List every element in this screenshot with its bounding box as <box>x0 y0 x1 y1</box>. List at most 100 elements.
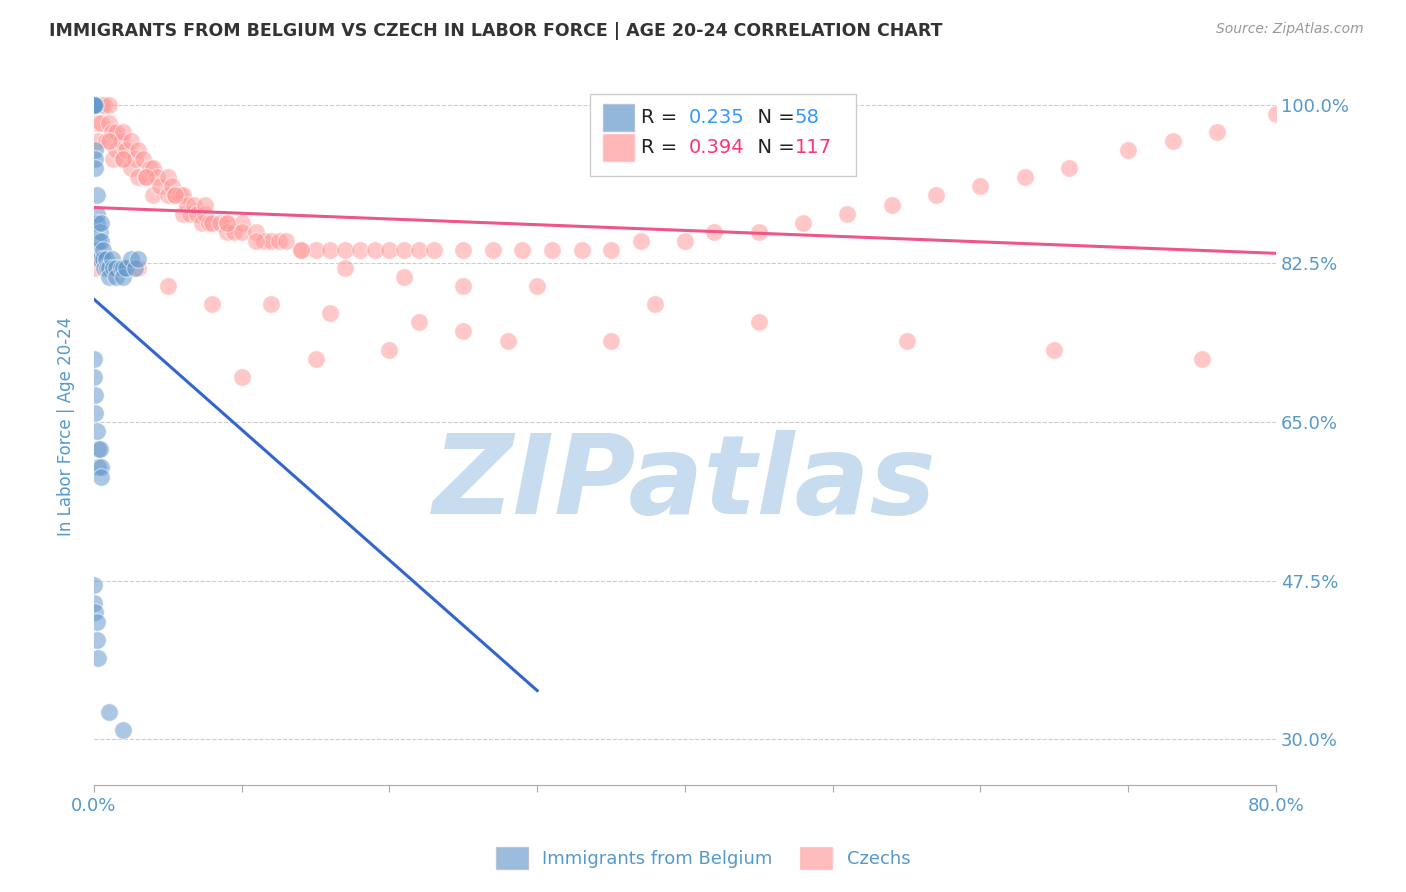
Point <box>186 206 208 220</box>
Text: R =: R = <box>641 108 683 127</box>
Point <box>112 152 135 166</box>
Point <box>748 225 770 239</box>
Text: Source: ZipAtlas.com: Source: ZipAtlas.com <box>1216 22 1364 37</box>
Point <box>100 125 122 139</box>
Point <box>215 216 238 230</box>
Point <box>290 243 312 257</box>
Point <box>90 216 112 230</box>
Point <box>124 260 146 275</box>
Point <box>127 252 149 266</box>
Point <box>260 234 283 248</box>
Point <box>319 243 342 257</box>
Point <box>1116 143 1139 157</box>
Text: 0.235: 0.235 <box>689 108 744 127</box>
Point <box>198 216 221 230</box>
Point <box>97 97 120 112</box>
Point <box>84 406 107 420</box>
Point <box>304 243 326 257</box>
Point <box>1043 343 1066 357</box>
Point <box>896 334 918 348</box>
Point <box>925 188 948 202</box>
Point <box>97 705 120 719</box>
Point <box>84 143 107 157</box>
Point <box>96 260 118 275</box>
Point <box>392 270 415 285</box>
Point <box>149 179 172 194</box>
Text: IMMIGRANTS FROM BELGIUM VS CZECH IN LABOR FORCE | AGE 20-24 CORRELATION CHART: IMMIGRANTS FROM BELGIUM VS CZECH IN LABO… <box>49 22 942 40</box>
Point <box>110 134 132 148</box>
Point <box>231 225 253 239</box>
Point <box>86 615 108 629</box>
Point <box>87 650 110 665</box>
Point <box>101 260 124 275</box>
Text: 58: 58 <box>794 108 820 127</box>
Point <box>87 234 110 248</box>
Point <box>333 243 356 257</box>
Point <box>94 134 117 148</box>
Point <box>541 243 564 257</box>
Point <box>105 125 128 139</box>
Point <box>319 306 342 320</box>
Text: N =: N = <box>745 108 801 127</box>
Point <box>90 97 112 112</box>
Point <box>165 188 187 202</box>
Point <box>83 97 105 112</box>
Point <box>231 369 253 384</box>
Point <box>87 134 110 148</box>
Point <box>408 315 430 329</box>
Point <box>91 252 114 266</box>
Point <box>969 179 991 194</box>
Point <box>120 161 142 176</box>
FancyBboxPatch shape <box>591 94 856 176</box>
Point <box>131 152 153 166</box>
Point <box>112 260 135 275</box>
Point <box>408 243 430 257</box>
Text: 117: 117 <box>794 137 832 157</box>
Point <box>142 188 165 202</box>
Point <box>89 442 111 457</box>
Point <box>194 206 217 220</box>
Point <box>703 225 725 239</box>
Point <box>644 297 666 311</box>
Point <box>837 206 859 220</box>
Point <box>90 234 112 248</box>
Point <box>304 351 326 366</box>
Point <box>87 460 110 475</box>
Y-axis label: In Labor Force | Age 20-24: In Labor Force | Age 20-24 <box>58 317 75 536</box>
Point <box>84 161 107 176</box>
Point <box>86 206 108 220</box>
Point <box>110 260 132 275</box>
Point <box>142 161 165 176</box>
Point <box>93 97 115 112</box>
Point <box>83 97 105 112</box>
Point <box>87 442 110 457</box>
Point <box>97 116 120 130</box>
Point <box>162 179 184 194</box>
Point <box>84 152 107 166</box>
Point <box>156 279 179 293</box>
Point <box>83 97 105 112</box>
Point <box>105 143 128 157</box>
Point <box>83 97 105 112</box>
Point <box>172 188 194 202</box>
Point <box>274 234 297 248</box>
Point <box>512 243 534 257</box>
Point <box>83 369 105 384</box>
Point <box>673 234 696 248</box>
Point <box>571 243 593 257</box>
Point <box>201 297 224 311</box>
Point <box>748 315 770 329</box>
Point <box>378 243 401 257</box>
Point <box>880 197 903 211</box>
Text: ZIPatlas: ZIPatlas <box>433 431 936 538</box>
Point <box>83 97 105 112</box>
Point <box>83 97 105 112</box>
Point <box>156 170 179 185</box>
Point <box>112 723 135 738</box>
Point <box>93 260 115 275</box>
Point <box>267 234 290 248</box>
Point <box>86 216 108 230</box>
Point <box>83 351 105 366</box>
Point <box>245 234 267 248</box>
Point <box>86 632 108 647</box>
